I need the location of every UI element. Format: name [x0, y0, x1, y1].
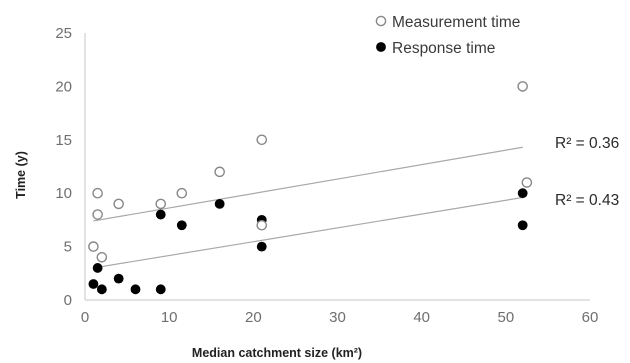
y-tick-label: 15: [55, 132, 72, 149]
response-time-point: [517, 188, 528, 199]
x-tick-label: 10: [161, 309, 178, 326]
x-tick-label: 60: [582, 309, 599, 326]
x-tick-label: 30: [329, 309, 346, 326]
r2-label-measurement: R² = 0.36: [555, 135, 619, 152]
measurement-time-point: [214, 166, 225, 178]
measurement-time-point: [517, 81, 528, 92]
measurement-time-point: [88, 241, 99, 252]
response-time-point: [256, 241, 267, 252]
x-tick-label: 20: [245, 309, 262, 326]
trendline-response: [93, 196, 523, 269]
measurement-time-point: [96, 251, 108, 263]
r2-label-response: R² = 0.43: [555, 192, 619, 209]
measurement-time-point: [92, 187, 103, 199]
legend-filled-circle-marker: [376, 42, 386, 52]
response-time-point: [155, 209, 166, 220]
response-time-point: [517, 220, 528, 231]
legend-open-circle-marker: [375, 15, 387, 27]
measurement-time-point: [521, 177, 533, 188]
y-tick-label: 20: [55, 78, 72, 95]
data-points: [88, 81, 533, 295]
measurement-time-point: [92, 209, 103, 220]
measurement-time-point: [256, 134, 268, 146]
tick-labels: 0 10 20 30 40 50 60 0 5 10 15 20 25: [55, 25, 598, 326]
x-tick-label: 40: [413, 309, 430, 326]
axes: [84, 33, 590, 301]
response-time-point: [88, 279, 99, 289]
measurement-time-point: [176, 187, 188, 199]
trendline-measurement: [93, 146, 523, 222]
measurement-time-point: [113, 198, 124, 210]
legend-label-response: Response time: [392, 40, 495, 57]
legend: Measurement time Response time: [375, 14, 520, 57]
y-tick-label: 10: [55, 185, 72, 202]
legend-label-measurement: Measurement time: [392, 14, 520, 31]
x-tick-label: 0: [81, 309, 89, 326]
response-time-point: [176, 220, 187, 231]
measurement-time-point: [155, 198, 167, 210]
y-axis-title: Time (y): [14, 151, 28, 199]
trendlines: [93, 146, 523, 269]
x-axis-title: Median catchment size (km²): [192, 346, 362, 360]
y-tick-label: 5: [64, 239, 72, 256]
response-time-point: [92, 263, 103, 273]
response-time-point: [155, 284, 166, 295]
measurement-time-point: [256, 219, 268, 231]
response-time-point: [214, 198, 225, 209]
y-tick-label: 25: [55, 25, 72, 42]
r2-labels: R² = 0.36 R² = 0.43: [555, 135, 619, 209]
response-time-point: [130, 284, 141, 295]
response-time-point: [96, 284, 107, 295]
response-time-point: [113, 273, 124, 284]
y-tick-label: 0: [64, 292, 72, 309]
x-tick-label: 50: [497, 309, 514, 326]
